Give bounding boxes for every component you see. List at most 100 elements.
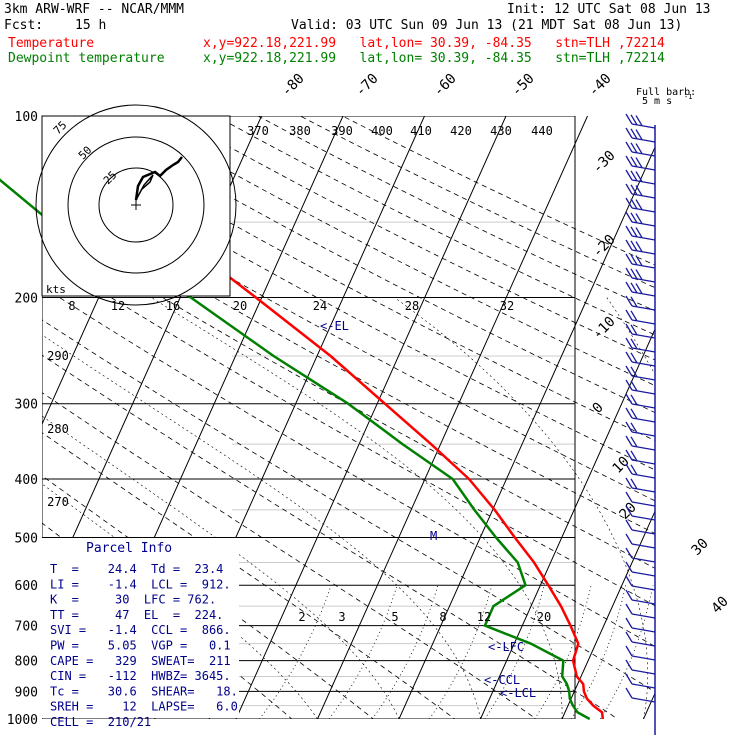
wind-barb-flag	[630, 310, 638, 322]
dry-adiabat-label: 370	[247, 124, 269, 138]
wind-barb	[625, 533, 656, 549]
wind-barb	[625, 463, 656, 479]
dry-adiabat-label: 380	[289, 124, 311, 138]
dry-adiabat-label: 430	[490, 124, 512, 138]
dry-adiabat-line	[42, 138, 655, 471]
wind-barb-staff	[631, 613, 656, 619]
parcel-info-row: CAPE = 329 SWEAT= 211	[50, 654, 231, 668]
dry-adiabat-line	[131, 116, 655, 387]
mixing-ratio-label: 2	[298, 610, 305, 624]
parcel-info-panel: Parcel Info T = 24.4 Td = 23.4LI = -1.4 L…	[42, 538, 239, 729]
wind-barb	[625, 197, 656, 213]
wind-barb-flag	[625, 463, 633, 475]
isotherm-line	[725, 116, 740, 719]
wind-barb	[625, 351, 656, 367]
wind-barb-flag	[625, 113, 633, 125]
wind-barb	[625, 141, 656, 157]
isotherm-label: -70	[353, 71, 382, 100]
hodograph-ring	[98, 167, 174, 243]
dewpoint-location-info: x,y=922.18,221.99 lat,lon= 30.39, -84.35…	[203, 51, 665, 66]
wind-barb-flag	[625, 267, 633, 279]
pressure-tick-label: 700	[15, 620, 38, 635]
wind-barb-flag	[630, 436, 638, 448]
wind-barb	[625, 505, 656, 521]
wind-barb-flag	[625, 141, 633, 153]
wind-barb-flag	[625, 435, 633, 447]
moist-adiabat-line	[42, 334, 481, 719]
tc-scale-label: 28	[405, 299, 419, 313]
wind-barb-staff	[631, 697, 656, 703]
wind-barb	[625, 323, 656, 339]
dry-adiabat-line	[342, 116, 655, 266]
wind-barb-flag	[635, 129, 643, 140]
barb-legend-label: Full barb:	[636, 87, 696, 98]
tc-scale-label: 12	[111, 299, 125, 313]
dry-adiabat-line	[42, 392, 538, 719]
wind-barb-flag	[625, 631, 633, 643]
wind-barb-staff	[631, 123, 656, 129]
hodograph-ring	[67, 136, 205, 274]
wind-barb-flag	[630, 212, 638, 224]
wind-barb-flag	[625, 393, 633, 405]
isotherm-line	[398, 146, 655, 719]
wind-barb	[625, 267, 656, 283]
parcel-info-background	[42, 538, 239, 718]
wind-barb-staff	[631, 249, 656, 255]
wind-barb-staff	[631, 501, 656, 507]
wind-barb-flag	[625, 365, 633, 377]
wind-barb	[625, 211, 656, 227]
wind-barb	[625, 603, 656, 619]
mixing-ratio-label: 20	[537, 610, 551, 624]
mixing-ratio-line	[328, 585, 398, 719]
wind-barb	[625, 239, 656, 255]
wind-barb-flag	[630, 478, 638, 490]
forecast-label: Fcst:	[4, 18, 44, 33]
wind-barb-flag	[630, 240, 638, 252]
pressure-tick-label: 1000	[7, 713, 38, 728]
wind-barb-staff	[631, 291, 656, 297]
dry-adiabat-line	[215, 116, 655, 336]
parcel-info-title: Parcel Info	[86, 541, 172, 556]
wind-barb	[625, 435, 656, 451]
wind-barb	[625, 421, 656, 437]
wind-barb	[625, 337, 656, 353]
wind-barb-staff	[631, 543, 656, 549]
wind-barb-flag	[625, 617, 633, 629]
wind-barb-flag	[625, 337, 633, 349]
isotherm-label: -30	[590, 148, 619, 177]
wind-barb	[625, 617, 656, 633]
parcel-info-row: LI = -1.4 LCL = 912.	[50, 577, 231, 591]
model-title: 3km ARW-WRF -- NCAR/MMM	[4, 2, 185, 17]
wind-barb-flag	[630, 184, 638, 196]
wind-barb-flag	[630, 338, 638, 350]
pressure-tick-label: 500	[15, 531, 38, 546]
wind-barb-flag	[625, 295, 633, 307]
wind-barb-staff	[631, 389, 656, 395]
wind-barb-flag	[625, 253, 633, 265]
wind-barb-flag	[635, 157, 643, 168]
wind-barb-flag	[625, 323, 633, 335]
wind-barb-flag	[625, 407, 633, 419]
wind-barb-staff	[631, 515, 656, 521]
wind-barb	[625, 519, 656, 535]
dry-adiabat-label: 270	[47, 495, 69, 509]
wind-barb-flag	[625, 673, 633, 685]
parcel-info-row: CIN = -112 HWBZ= 3645.	[50, 669, 231, 683]
wind-barb-staff	[631, 655, 656, 661]
dry-adiabat-line	[42, 432, 456, 719]
wind-barb-flag	[630, 198, 638, 210]
hodograph-units: kts	[46, 283, 66, 296]
wind-barb-flag	[635, 213, 643, 224]
dry-adiabat-line	[42, 319, 655, 693]
mixing-ratio-line	[570, 585, 626, 719]
parcel-info-row: TT = 47 EL = 224.	[50, 608, 223, 622]
wind-barb-flag	[625, 603, 633, 615]
temperature-profile	[73, 115, 605, 720]
dewpoint-legend: Dewpoint temperature	[8, 51, 165, 66]
wind-barb-staff	[631, 333, 656, 339]
wind-barb	[625, 113, 656, 129]
wind-barb-flag	[630, 156, 638, 168]
isotherm-label: -60	[431, 71, 460, 100]
wind-barb-flag	[625, 379, 633, 391]
hodograph-trace	[134, 156, 183, 201]
